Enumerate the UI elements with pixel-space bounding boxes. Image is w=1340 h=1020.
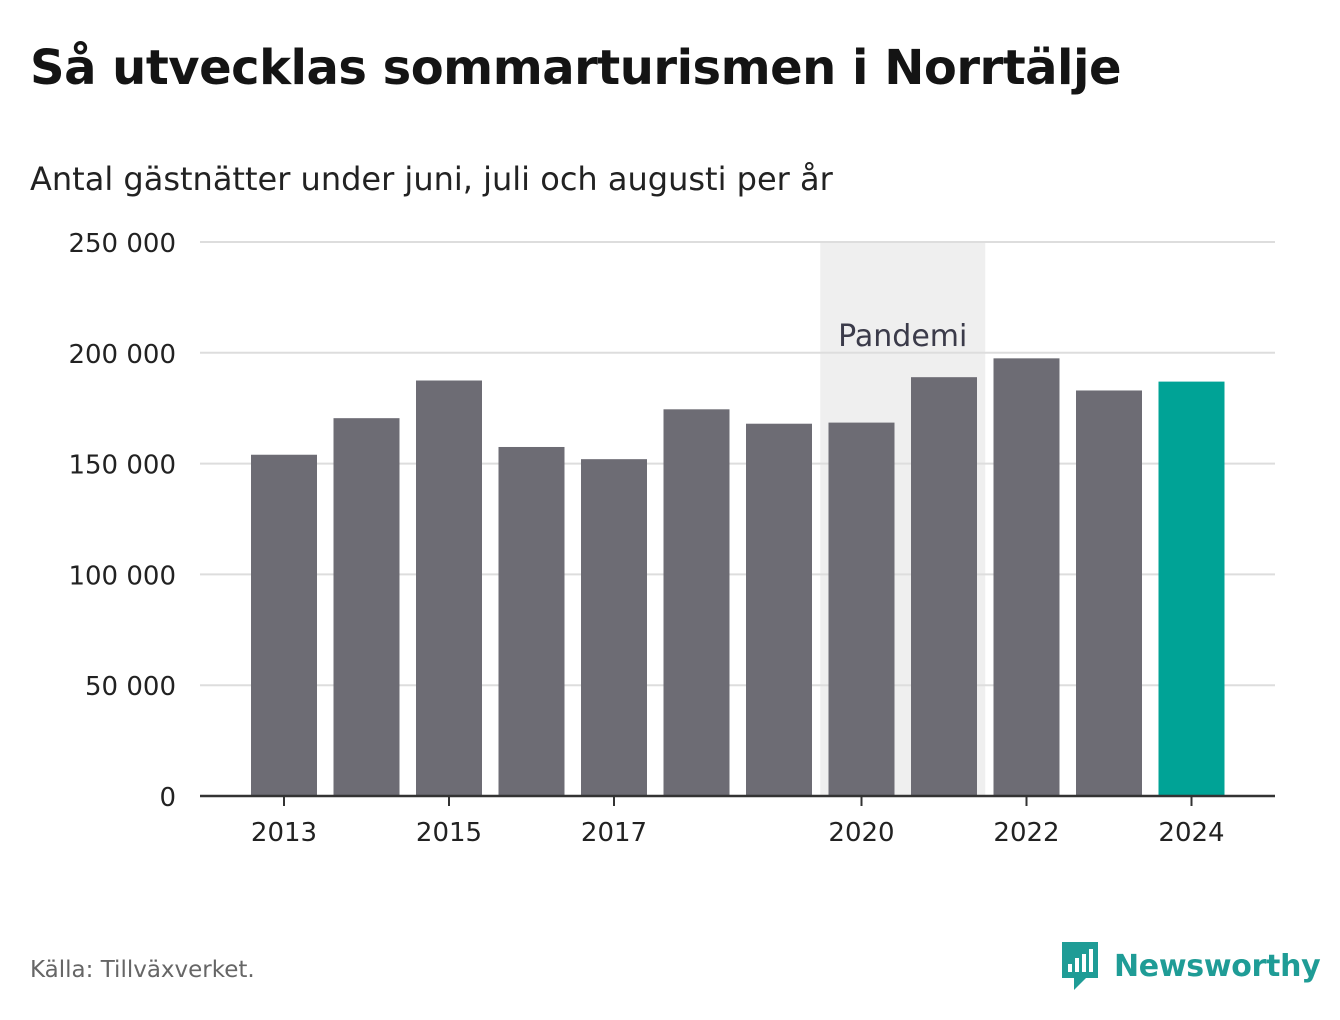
bar-2022 [993,358,1060,796]
y-tick-label: 250 000 [68,229,176,259]
brand-name: Newsworthy [1114,948,1321,984]
chart-subtitle: Antal gästnätter under juni, juli och au… [30,160,833,198]
bar-2023 [1076,390,1142,796]
y-tick-label: 100 000 [68,561,176,591]
bars [251,358,1225,796]
chart-title: Så utvecklas sommarturismen i Norrtälje [30,40,1122,96]
bar-2020 [828,422,895,796]
bar-2013 [251,454,317,796]
y-tick-label: 50 000 [85,672,176,702]
source-note: Källa: Tillväxverket. [30,957,255,983]
x-tick-label: 2020 [828,818,894,848]
bar-2014 [333,418,400,796]
x-tick-label: 2024 [1158,818,1224,848]
bar-2019 [746,423,812,796]
y-tick-label: 200 000 [68,340,176,370]
tick-labels: 0 50 000 100 000 150 000 200 000 250 000 2013 2… [68,229,1224,848]
brand-logo[interactable]: Newsworthy [1060,940,1321,992]
bar-2021 [911,377,977,796]
bar-2016 [498,446,565,796]
axes [200,794,1275,806]
newsworthy-logo-icon [1062,942,1098,990]
y-tick-label: 0 [159,783,176,813]
bar-chart: Pandemi 0 50 000 100 000 150 000 200 000 250 … [68,229,1275,848]
bar-2018 [663,409,730,796]
pandemic-label: Pandemi [838,319,967,354]
bar-2024 [1158,381,1225,796]
x-tick-label: 2022 [993,818,1059,848]
bar-2015 [416,380,482,796]
x-tick-label: 2013 [251,818,317,848]
x-tick-label: 2015 [416,818,482,848]
bar-2017 [581,459,647,796]
y-tick-label: 150 000 [68,451,176,481]
x-tick-label: 2017 [581,818,647,848]
